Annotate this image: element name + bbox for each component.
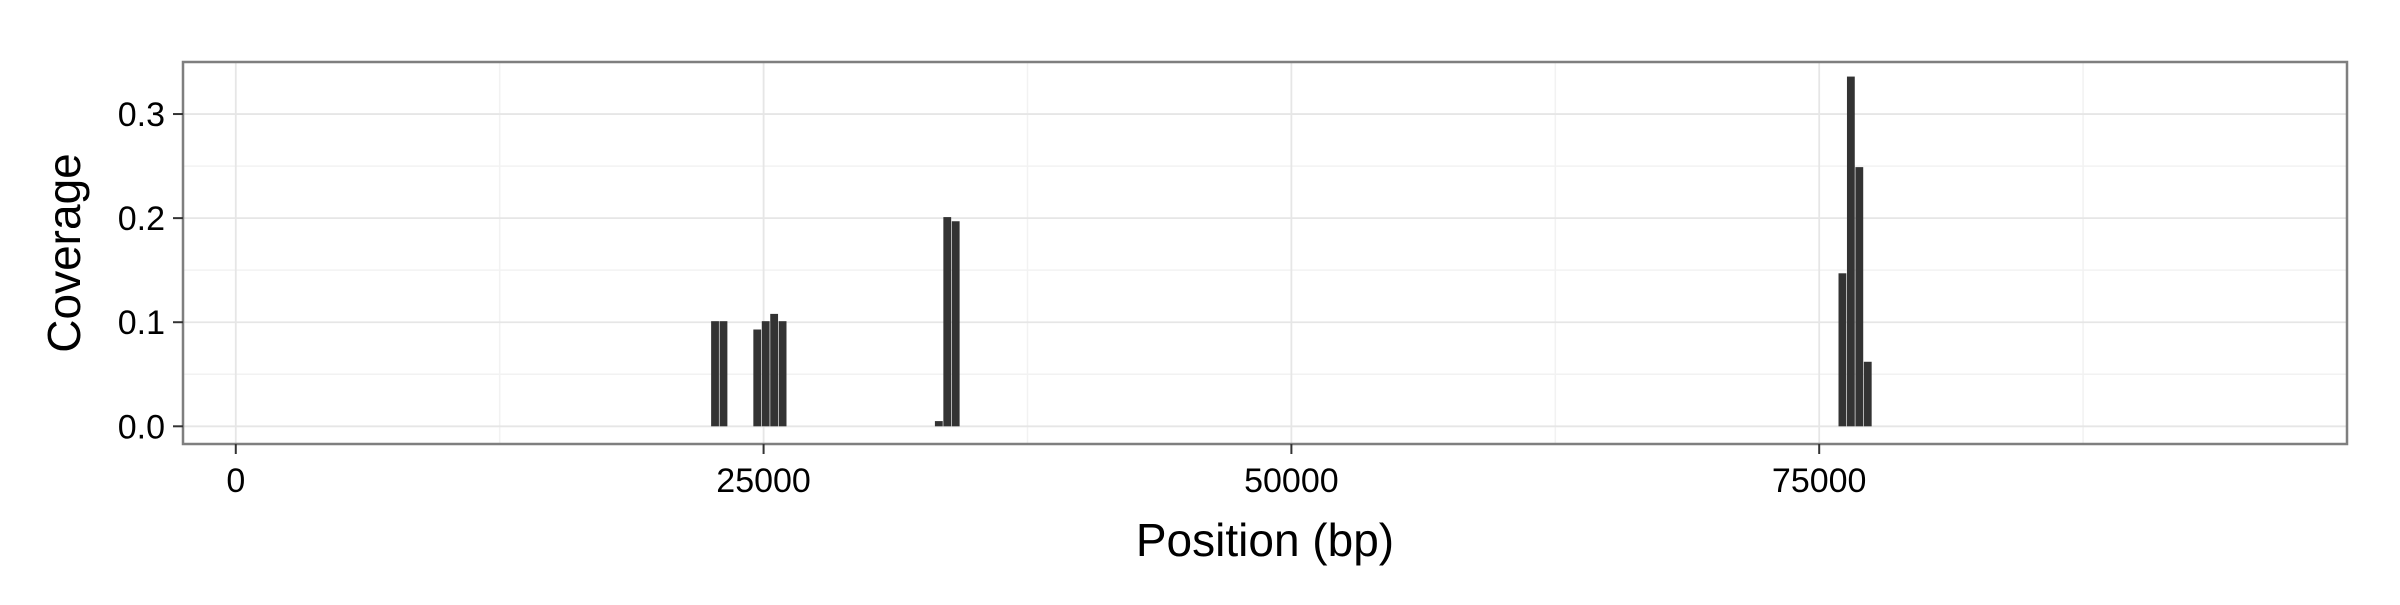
coverage-bar — [1846, 76, 1855, 427]
coverage-bar — [778, 321, 787, 427]
coverage-bar — [1838, 273, 1847, 427]
x-tick-label: 50000 — [1244, 462, 1339, 500]
x-tick-label: 25000 — [716, 462, 811, 500]
coverage-bar — [770, 313, 779, 427]
y-tick-label: 0.2 — [118, 200, 165, 238]
bar-layer — [711, 76, 1872, 427]
coverage-bar — [753, 329, 762, 427]
x-tick-label: 0 — [226, 462, 245, 500]
coverage-bar — [719, 321, 728, 427]
x-tick-label: 75000 — [1772, 462, 1867, 500]
coverage-bar — [951, 221, 960, 427]
x-axis-title: Position (bp) — [1136, 514, 1394, 566]
grid-layer — [183, 62, 2347, 444]
y-tick-label: 0.1 — [118, 304, 165, 342]
axis-layer: 0 25000 50000 75000 0.0 0.1 0.2 0.3 — [118, 96, 1867, 500]
coverage-bar — [934, 421, 943, 427]
plot-panel-border — [181, 60, 2349, 446]
coverage-bar — [1863, 361, 1872, 427]
coverage-bar — [1855, 167, 1864, 427]
coverage-bar — [761, 321, 770, 427]
y-tick-label: 0.3 — [118, 96, 165, 134]
y-tick-label: 0.0 — [118, 408, 165, 446]
coverage-bar — [711, 321, 719, 427]
y-axis-title: Coverage — [38, 153, 90, 352]
coverage-bar — [943, 217, 952, 427]
